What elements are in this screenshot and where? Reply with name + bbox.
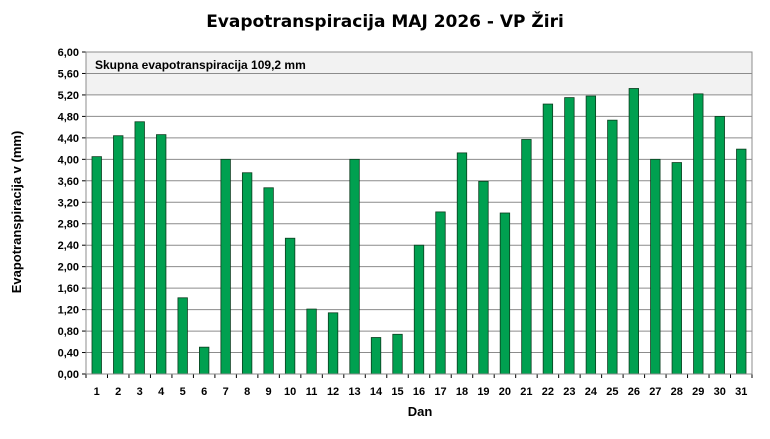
bar-day-26 [628,88,639,375]
y-axis-title: Evapotranspiracija v (mm) [9,131,24,294]
bar-day-4 [156,134,167,375]
x-tick-label: 29 [692,386,704,398]
x-tick-label: 2 [115,386,121,398]
x-tick-label: 15 [391,386,403,398]
bar-day-12 [327,312,339,375]
y-tick-label: 4,40 [58,133,79,145]
x-tick-label: 17 [434,386,446,398]
x-tick-label: 23 [563,386,575,398]
x-tick-label: 27 [649,386,661,398]
bar-day-10 [284,237,296,375]
bar-day-22 [542,103,554,375]
x-tick-label: 31 [735,386,747,398]
x-tick-label: 21 [520,386,532,398]
bar-day-28 [671,162,682,375]
x-tick-label: 22 [542,386,554,398]
bar-day-13 [349,158,360,375]
total-evapotranspiration-annotation: Skupna evapotranspiracija 109,2 mm [95,58,306,72]
x-tick-label: 28 [671,386,683,398]
x-tick-label: 9 [266,386,272,398]
bar-day-5 [177,297,188,375]
x-tick-label: 30 [714,386,726,398]
bar-day-23 [564,97,575,375]
y-tick-label: 2,00 [58,262,79,274]
x-tick-label: 4 [158,386,165,398]
x-tick-label: 10 [284,386,296,398]
bar-day-24 [585,95,597,375]
bar-day-18 [456,152,468,375]
bar-day-20 [499,212,511,375]
x-tick-label: 16 [413,386,425,398]
bar-day-27 [650,158,661,375]
x-tick-label: 14 [370,386,383,398]
y-tick-label: 0,80 [58,326,79,338]
y-tick-label: 2,40 [58,240,79,252]
bar-day-21 [521,139,532,375]
x-tick-label: 19 [477,386,489,398]
plot-area: 0,00 0,40 0,80 1,20 1,60 2,00 2,40 2,80 3,20 3,60… [58,47,753,398]
bar-day-11 [306,308,317,375]
bar-day-15 [392,333,403,375]
bar-day-31 [736,148,747,375]
bar-day-1 [91,156,102,375]
y-tick-label: 4,00 [58,154,79,166]
y-tick-label: 6,00 [58,47,79,59]
bar-day-25 [607,119,618,375]
bar-day-30 [714,116,725,375]
y-tick-label: 1,20 [58,305,79,317]
x-tick-label: 20 [499,386,511,398]
y-tick-label: 4,80 [58,111,79,123]
bar-day-17 [435,211,446,375]
bar-day-2 [113,135,124,375]
x-tick-label: 12 [327,386,339,398]
x-tick-label: 11 [306,386,318,398]
x-tick-label: 1 [94,386,100,398]
bar-day-9 [263,187,274,375]
x-tick-label: 25 [606,386,618,398]
x-tick-label: 7 [223,386,229,398]
y-tick-label: 5,60 [58,68,79,80]
y-tick-label: 3,20 [58,197,79,209]
x-axis-title: Dan [408,404,433,419]
bar-day-19 [478,180,489,375]
y-tick-label: 2,80 [58,219,79,231]
y-tick-label: 5,20 [58,90,79,102]
y-tick-label: 1,60 [58,283,79,295]
y-tick-label: 0,00 [58,369,79,381]
bar-day-6 [199,346,210,375]
x-tick-label: 18 [456,386,468,398]
bar-day-7 [220,158,231,375]
bar-day-14 [370,337,382,375]
x-tick-label: 24 [585,386,598,398]
bar-day-3 [134,121,145,375]
x-tick-label: 13 [348,386,360,398]
x-tick-label: 5 [180,386,186,398]
plot-border [85,51,753,375]
y-tick-label: 0,40 [58,348,79,360]
y-tick-label: 3,60 [58,176,79,188]
bar-day-16 [413,244,425,375]
x-tick-label: 26 [628,386,640,398]
x-tick-label: 6 [201,386,207,398]
bar-day-29 [693,93,704,375]
x-tick-label: 8 [244,386,250,398]
bar-day-8 [241,172,253,375]
chart-title: Evapotranspiracija MAJ 2026 - VP Žiri [206,10,564,32]
x-tick-label: 3 [137,386,143,398]
